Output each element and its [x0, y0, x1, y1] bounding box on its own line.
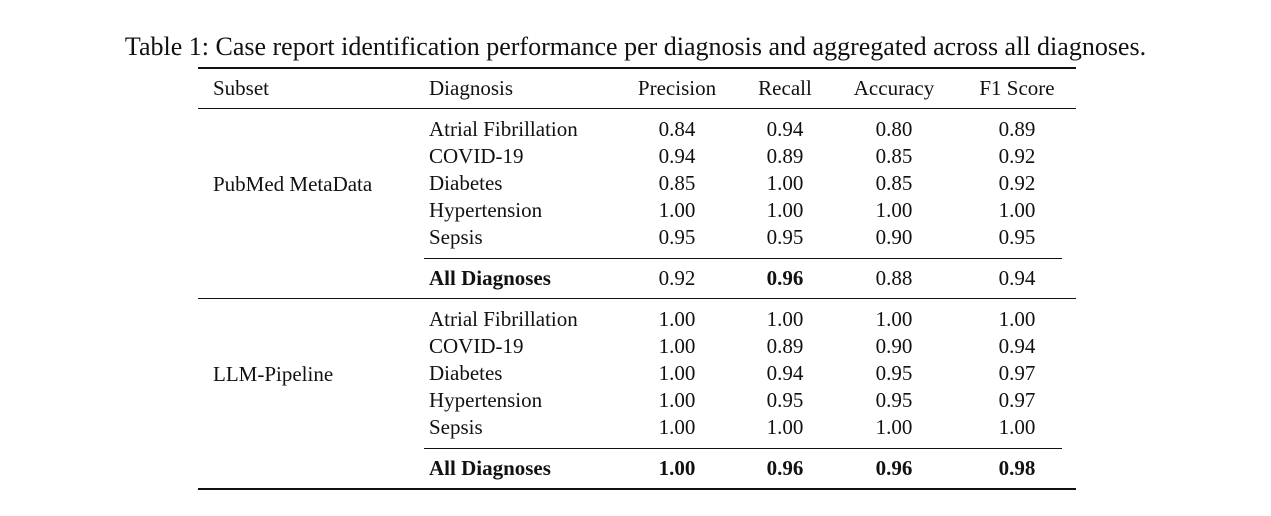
cell-recall-total: 0.96	[766, 456, 804, 480]
table-group: LLM-Pipeline Atrial Fibrillation 1.00 1.00 1…	[198, 299, 1076, 488]
cell-precision: 1.00	[658, 361, 696, 385]
cell-f1: 0.94	[998, 334, 1036, 358]
cell-accuracy-total: 0.88	[875, 266, 913, 290]
cell-precision: 0.84	[658, 117, 696, 141]
cell-diagnosis-total: All Diagnoses	[429, 456, 551, 480]
cell-diagnosis: Diabetes	[429, 361, 503, 385]
subtotal-rule	[424, 448, 1062, 449]
cell-precision-total: 1.00	[658, 456, 696, 480]
bottom-rule	[198, 488, 1076, 490]
cell-precision: 0.95	[658, 225, 696, 249]
header-recall: Recall	[758, 76, 812, 100]
cell-diagnosis: Atrial Fibrillation	[429, 117, 578, 141]
cell-precision: 1.00	[658, 334, 696, 358]
group-subset-label: PubMed MetaData	[213, 172, 373, 196]
cell-precision: 1.00	[658, 415, 696, 439]
table-row: Hypertension 1.00 1.00 1.00 1.00	[198, 197, 1076, 224]
cell-recall: 1.00	[766, 171, 804, 195]
cell-accuracy: 0.90	[875, 334, 913, 358]
cell-recall: 0.89	[766, 334, 804, 358]
cell-recall: 0.95	[766, 225, 804, 249]
header-subset: Subset	[213, 76, 270, 100]
top-rule	[198, 67, 1076, 69]
table-row: Diabetes 0.85 1.00 0.85 0.92	[198, 170, 1076, 197]
cell-f1: 0.97	[998, 388, 1036, 412]
cell-f1-total: 0.94	[998, 266, 1036, 290]
cell-f1: 0.97	[998, 361, 1036, 385]
table-row: Sepsis 1.00 1.00 1.00 1.00	[198, 414, 1076, 441]
cell-accuracy: 0.85	[875, 171, 913, 195]
table-row: Diabetes 1.00 0.94 0.95 0.97	[198, 360, 1076, 387]
cell-f1: 1.00	[998, 415, 1036, 439]
table-row: Atrial Fibrillation 1.00 1.00 1.00 1.00	[198, 306, 1076, 333]
cell-accuracy: 1.00	[875, 198, 913, 222]
cell-accuracy: 0.95	[875, 361, 913, 385]
header-rule	[198, 108, 1076, 109]
group-subset-label: LLM-Pipeline	[213, 362, 334, 386]
table-body: PubMed MetaData Atrial Fibrillation 0.84 0.…	[198, 109, 1076, 490]
header-accuracy: Accuracy	[853, 76, 935, 100]
cell-recall-total: 0.96	[766, 266, 804, 290]
cell-diagnosis: Diabetes	[429, 171, 503, 195]
cell-accuracy: 1.00	[875, 415, 913, 439]
header-row: Subset Diagnosis Precision Recall Accura…	[198, 69, 1076, 108]
cell-diagnosis: Atrial Fibrillation	[429, 307, 578, 331]
cell-accuracy: 0.80	[875, 117, 913, 141]
results-table: Subset Diagnosis Precision Recall Accura…	[198, 67, 1076, 490]
cell-precision: 1.00	[658, 198, 696, 222]
cell-diagnosis: COVID-19	[429, 144, 524, 168]
cell-precision: 0.94	[658, 144, 696, 168]
cell-diagnosis: Sepsis	[429, 225, 483, 249]
cell-diagnosis: Hypertension	[429, 388, 543, 412]
table-row: Atrial Fibrillation 0.84 0.94 0.80 0.89	[198, 116, 1076, 143]
cell-recall: 0.89	[766, 144, 804, 168]
table-row: COVID-19 0.94 0.89 0.85 0.92	[198, 143, 1076, 170]
cell-recall: 1.00	[766, 198, 804, 222]
cell-recall: 0.94	[766, 361, 804, 385]
table-row: Sepsis 0.95 0.95 0.90 0.95	[198, 224, 1076, 251]
cell-diagnosis: Sepsis	[429, 415, 483, 439]
total-row: All Diagnoses 1.00 0.96 0.96 0.98	[198, 449, 1076, 488]
cell-f1: 0.89	[998, 117, 1036, 141]
cell-f1: 1.00	[998, 198, 1036, 222]
cell-f1-total: 0.98	[998, 456, 1036, 480]
cell-diagnosis: COVID-19	[429, 334, 524, 358]
cell-recall: 1.00	[766, 415, 804, 439]
cell-recall: 1.00	[766, 307, 804, 331]
group-rule	[198, 298, 1076, 299]
cell-precision: 1.00	[658, 388, 696, 412]
cell-recall: 0.95	[766, 388, 804, 412]
cell-f1: 1.00	[998, 307, 1036, 331]
cell-diagnosis: Hypertension	[429, 198, 543, 222]
cell-f1: 0.95	[998, 225, 1036, 249]
cell-accuracy: 0.85	[875, 144, 913, 168]
table-group: PubMed MetaData Atrial Fibrillation 0.84 0.…	[198, 109, 1076, 298]
cell-f1: 0.92	[998, 171, 1036, 195]
header-diagnosis: Diagnosis	[429, 76, 513, 100]
header-precision: Precision	[637, 76, 717, 100]
cell-precision: 1.00	[658, 307, 696, 331]
cell-diagnosis-total: All Diagnoses	[429, 266, 551, 290]
table-row: COVID-19 1.00 0.89 0.90 0.94	[198, 333, 1076, 360]
table-caption: Table 1: Case report identification perf…	[124, 32, 1147, 61]
cell-f1: 0.92	[998, 144, 1036, 168]
cell-accuracy-total: 0.96	[875, 456, 913, 480]
cell-recall: 0.94	[766, 117, 804, 141]
cell-accuracy: 0.90	[875, 225, 913, 249]
table-row: Hypertension 1.00 0.95 0.95 0.97	[198, 387, 1076, 414]
header-f1-score: F1 Score	[979, 76, 1055, 100]
cell-precision-total: 0.92	[658, 266, 696, 290]
total-row: All Diagnoses 0.92 0.96 0.88 0.94	[198, 259, 1076, 298]
cell-precision: 0.85	[658, 171, 696, 195]
cell-accuracy: 1.00	[875, 307, 913, 331]
cell-accuracy: 0.95	[875, 388, 913, 412]
subtotal-rule	[424, 258, 1062, 259]
